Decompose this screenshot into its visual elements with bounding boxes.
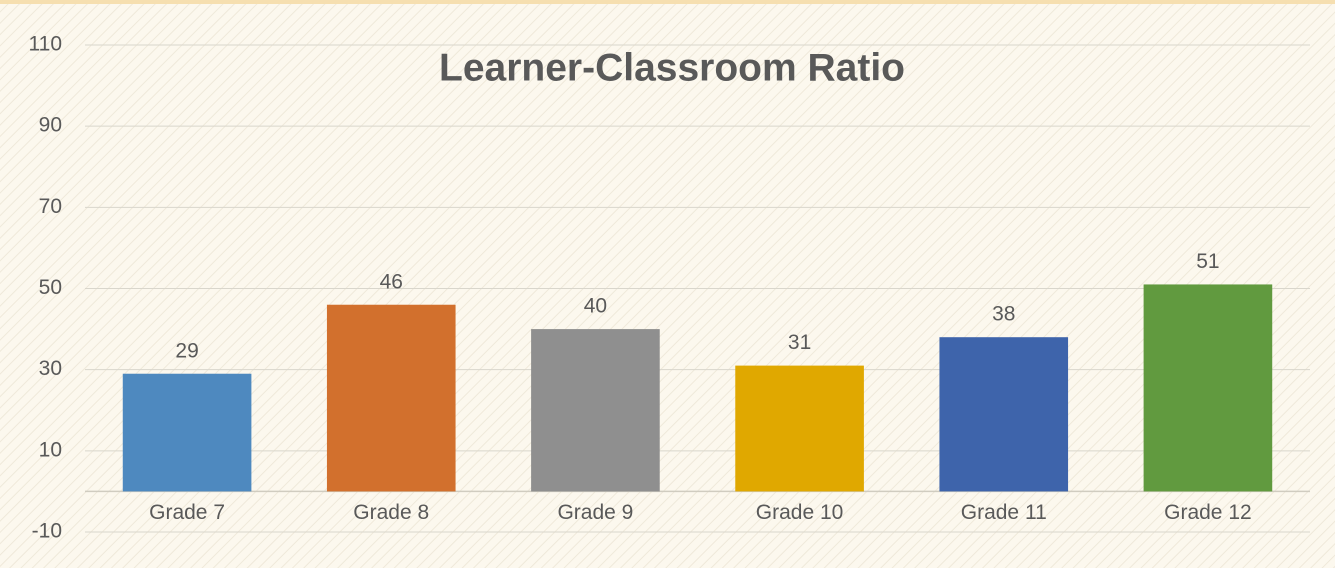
data-label: 40 xyxy=(584,295,607,318)
y-tick-label: 70 xyxy=(39,195,62,218)
y-tick-label: 50 xyxy=(39,276,62,299)
data-label: 38 xyxy=(992,303,1015,326)
x-tick-label: Grade 7 xyxy=(149,501,225,524)
x-tick-label: Grade 12 xyxy=(1164,501,1252,524)
chart-title: Learner-Classroom Ratio xyxy=(439,46,905,89)
data-label: 29 xyxy=(175,339,198,362)
data-label: 31 xyxy=(788,331,811,354)
bar xyxy=(735,365,864,492)
x-tick-label: Grade 9 xyxy=(557,501,633,524)
x-tick-label: Grade 8 xyxy=(353,501,429,524)
data-label: 46 xyxy=(380,270,403,293)
bar xyxy=(939,337,1069,492)
x-tick-label: Grade 11 xyxy=(961,501,1047,524)
y-tick-label: 90 xyxy=(39,114,62,137)
bar xyxy=(1143,284,1273,492)
top-border xyxy=(0,0,1335,4)
data-label: 51 xyxy=(1196,250,1219,273)
y-tick-label: 10 xyxy=(39,438,62,461)
bar xyxy=(326,304,456,492)
x-tick-label: Grade 10 xyxy=(756,501,844,524)
bar xyxy=(531,329,660,492)
bar xyxy=(122,373,252,492)
y-tick-label: 110 xyxy=(29,33,62,56)
y-tick-label: 30 xyxy=(39,357,62,380)
y-tick-label: -10 xyxy=(32,520,62,543)
